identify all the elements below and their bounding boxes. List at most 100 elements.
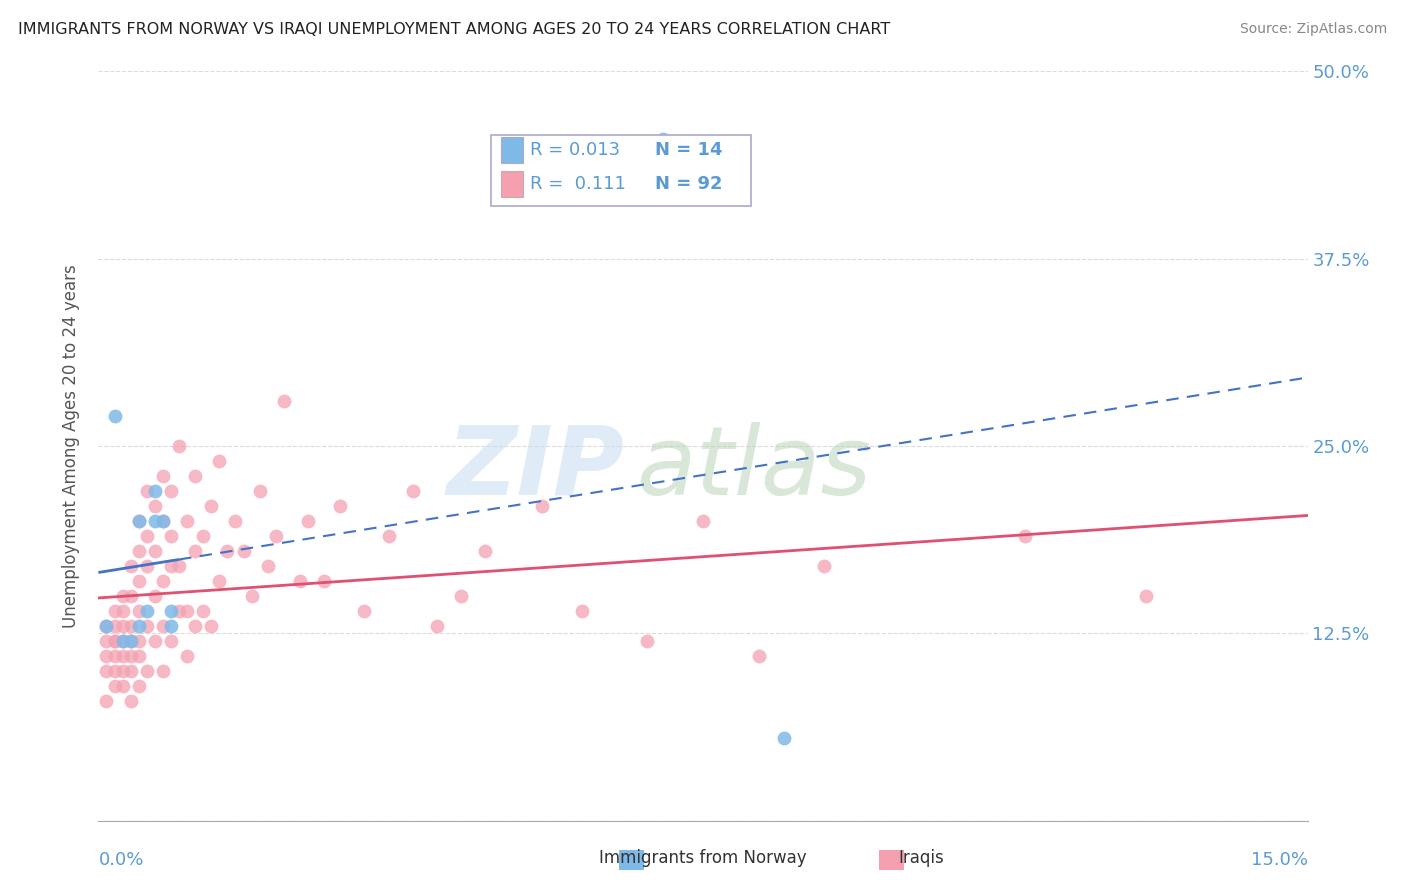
Point xyxy=(152,514,174,528)
Bar xyxy=(501,170,523,197)
Point xyxy=(120,664,142,678)
Point xyxy=(143,544,166,558)
Point xyxy=(208,454,231,468)
Point xyxy=(160,604,183,618)
Y-axis label: Unemployment Among Ages 20 to 24 years: Unemployment Among Ages 20 to 24 years xyxy=(62,264,80,628)
Point xyxy=(135,619,157,633)
Point xyxy=(167,604,190,618)
Point xyxy=(143,589,166,603)
Point xyxy=(256,558,278,573)
Point xyxy=(111,589,134,603)
Point xyxy=(103,664,125,678)
Point xyxy=(103,619,125,633)
Point xyxy=(314,574,336,588)
Point xyxy=(128,544,150,558)
Point xyxy=(353,604,375,618)
Point xyxy=(200,619,222,633)
Point xyxy=(135,604,157,618)
Text: atlas: atlas xyxy=(637,422,872,515)
Point xyxy=(377,529,399,543)
Point xyxy=(111,633,134,648)
Point xyxy=(297,514,319,528)
Point xyxy=(120,633,142,648)
Point xyxy=(135,558,157,573)
Point xyxy=(152,574,174,588)
Point xyxy=(103,409,125,423)
Point xyxy=(184,544,207,558)
Point xyxy=(288,574,311,588)
Point xyxy=(96,664,118,678)
Point xyxy=(128,648,150,663)
Point xyxy=(402,483,425,498)
Point xyxy=(474,544,496,558)
Point xyxy=(193,604,215,618)
Point xyxy=(184,469,207,483)
Point xyxy=(160,558,183,573)
Point xyxy=(120,558,142,573)
Point xyxy=(160,483,183,498)
Point xyxy=(200,499,222,513)
Point xyxy=(1135,589,1157,603)
Point xyxy=(103,633,125,648)
Point xyxy=(176,514,198,528)
Point xyxy=(152,514,174,528)
Point xyxy=(426,619,449,633)
Point xyxy=(111,679,134,693)
FancyBboxPatch shape xyxy=(492,135,751,206)
Text: Iraqis: Iraqis xyxy=(898,849,943,867)
Point xyxy=(651,132,673,146)
Text: R = 0.013: R = 0.013 xyxy=(530,141,620,159)
Point xyxy=(96,619,118,633)
Point xyxy=(264,529,287,543)
Text: N = 92: N = 92 xyxy=(655,175,723,193)
Point xyxy=(128,619,150,633)
Point xyxy=(111,664,134,678)
Point xyxy=(167,439,190,453)
Point xyxy=(128,514,150,528)
Point xyxy=(96,619,118,633)
Point xyxy=(120,633,142,648)
Point xyxy=(571,604,593,618)
Point xyxy=(692,514,714,528)
Text: IMMIGRANTS FROM NORWAY VS IRAQI UNEMPLOYMENT AMONG AGES 20 TO 24 YEARS CORRELATI: IMMIGRANTS FROM NORWAY VS IRAQI UNEMPLOY… xyxy=(18,22,890,37)
Text: 15.0%: 15.0% xyxy=(1250,851,1308,869)
Point xyxy=(96,694,118,708)
Point xyxy=(329,499,352,513)
Point xyxy=(128,604,150,618)
Point xyxy=(111,619,134,633)
Text: N = 14: N = 14 xyxy=(655,141,723,159)
Point xyxy=(143,499,166,513)
Point xyxy=(450,589,472,603)
Point xyxy=(249,483,271,498)
Point xyxy=(128,514,150,528)
Text: Source: ZipAtlas.com: Source: ZipAtlas.com xyxy=(1240,22,1388,37)
Point xyxy=(120,589,142,603)
Point xyxy=(176,648,198,663)
Text: R =  0.111: R = 0.111 xyxy=(530,175,626,193)
Point xyxy=(143,633,166,648)
Point xyxy=(152,469,174,483)
Point xyxy=(1014,529,1036,543)
Point xyxy=(111,633,134,648)
Text: ZIP: ZIP xyxy=(447,422,624,515)
Point xyxy=(135,529,157,543)
Point xyxy=(111,604,134,618)
Point xyxy=(160,529,183,543)
Point xyxy=(120,619,142,633)
Point xyxy=(111,648,134,663)
Point xyxy=(103,679,125,693)
Point xyxy=(184,619,207,633)
Point xyxy=(813,558,835,573)
Point xyxy=(208,574,231,588)
Point xyxy=(128,574,150,588)
Point xyxy=(748,648,770,663)
Point xyxy=(193,529,215,543)
Point xyxy=(530,499,553,513)
Text: Immigrants from Norway: Immigrants from Norway xyxy=(599,849,807,867)
Point xyxy=(135,664,157,678)
Point xyxy=(240,589,263,603)
Point xyxy=(143,514,166,528)
Point xyxy=(232,544,254,558)
Point xyxy=(120,648,142,663)
Point xyxy=(103,604,125,618)
